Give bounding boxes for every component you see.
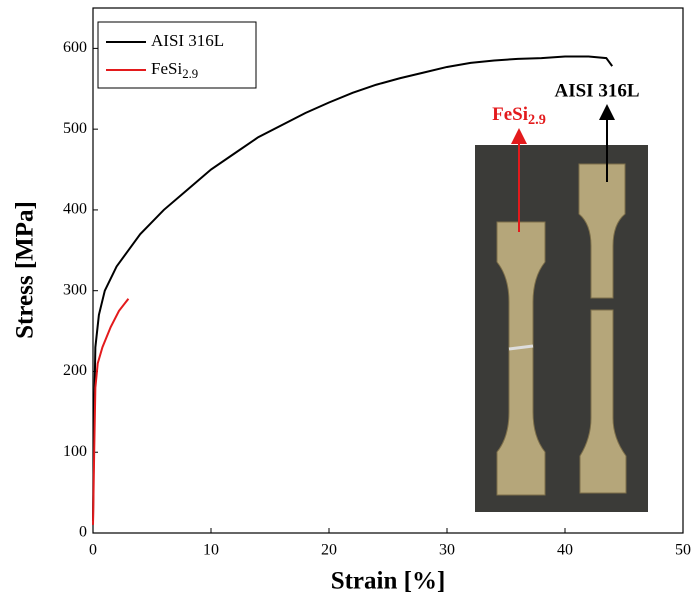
- x-tick-label: 20: [321, 542, 337, 559]
- x-tick-label: 40: [557, 542, 573, 559]
- x-tick-label: 10: [203, 542, 219, 559]
- x-tick-label: 0: [89, 542, 97, 559]
- y-tick-label: 0: [79, 524, 87, 541]
- data-line: [92, 298, 130, 525]
- y-tick-label: 600: [63, 39, 87, 56]
- legend-label: AISI 316L: [151, 31, 224, 50]
- x-tick-label: 50: [675, 542, 691, 559]
- photo-label: AISI 316L: [555, 80, 640, 101]
- legend-label: FeSi2.9: [151, 59, 198, 81]
- specimen-photo: [475, 145, 648, 512]
- y-tick-label: 500: [63, 120, 87, 137]
- y-tick-label: 100: [63, 443, 87, 460]
- x-tick-label: 30: [439, 542, 455, 559]
- legend: [97, 21, 257, 89]
- y-tick-label: 400: [63, 201, 87, 218]
- x-axis-label: Strain [%]: [331, 568, 446, 595]
- plot-frame: [92, 7, 684, 534]
- data-line: [92, 55, 614, 521]
- y-tick-label: 200: [63, 362, 87, 379]
- y-tick-label: 300: [63, 281, 87, 298]
- y-axis-label: Stress [MPa]: [12, 201, 39, 339]
- photo-label: FeSi2.9: [492, 104, 546, 128]
